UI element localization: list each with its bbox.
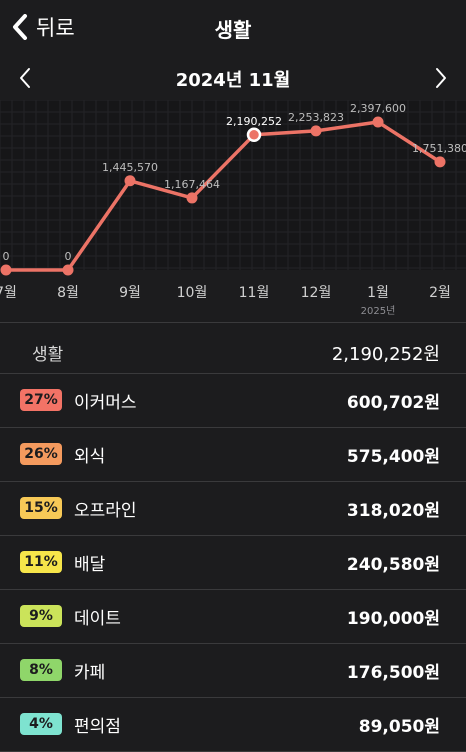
chart-divider: [0, 322, 466, 323]
percent-badge: 8%: [20, 659, 62, 681]
chevron-left-icon: [20, 68, 30, 88]
summary-label: 생활: [32, 345, 64, 365]
percent-badge: 15%: [20, 497, 62, 519]
data-point: [0, 264, 12, 276]
data-point: [372, 116, 384, 128]
category-amount: 176,500원: [346, 663, 440, 683]
category-row[interactable]: 27% 이커머스 600,702원: [0, 374, 466, 428]
summary-row: 생활 2,190,252원: [0, 326, 466, 374]
previous-month-button[interactable]: [14, 66, 38, 90]
chevron-left-icon: [13, 14, 27, 40]
x-tick-label: 2월: [429, 285, 451, 301]
x-tick-label: 10월: [177, 285, 208, 301]
category-amount: 600,702원: [346, 393, 440, 413]
data-point: [310, 125, 322, 137]
category-name: 데이트: [74, 609, 121, 629]
series-line: [6, 120, 441, 272]
spending-line-chart: 0 7월 0 8월 1,445,570 9월 1,167,464 10월 2,190,252 11…: [0, 100, 466, 320]
category-name: 오프라인: [74, 501, 137, 521]
data-label: 2,253,823: [288, 111, 344, 124]
back-button[interactable]: 뒤로: [12, 12, 75, 42]
year-note: 2025년: [361, 305, 396, 317]
category-row[interactable]: 8% 카페 176,500원: [0, 644, 466, 698]
percent-badge: 4%: [20, 713, 62, 735]
chart-canvas: 0 7월 0 8월 1,445,570 9월 1,167,464 10월 2,190,252 11…: [0, 100, 466, 320]
summary-total: 2,190,252원: [331, 344, 440, 365]
percent-badge: 11%: [20, 551, 62, 573]
data-label: 1,751,380: [412, 142, 466, 155]
category-name: 카페: [74, 663, 106, 683]
data-label: 2,190,252: [226, 115, 282, 128]
category-amount: 190,000원: [346, 609, 440, 629]
percent-badge: 27%: [20, 389, 62, 411]
data-point: [186, 192, 198, 204]
x-tick-label: 9월: [119, 285, 141, 301]
x-tick-label: 7월: [0, 285, 17, 301]
x-tick-label: 12월: [301, 285, 332, 301]
data-label: 1,445,570: [102, 161, 158, 174]
category-name: 편의점: [74, 717, 121, 737]
navigation-bar: 뒤로 생활: [0, 0, 466, 56]
data-point: [434, 156, 446, 168]
page-title: 생활: [214, 18, 252, 42]
current-month-label: 2024년 11월: [175, 70, 291, 91]
category-row[interactable]: 26% 외식 575,400원: [0, 428, 466, 482]
data-label: 0: [65, 250, 72, 263]
data-point-selected: [246, 127, 262, 143]
back-label: 뒤로: [36, 16, 75, 40]
category-amount: 240,580원: [346, 555, 440, 575]
category-name: 외식: [74, 447, 106, 467]
next-month-button[interactable]: [428, 66, 452, 90]
category-amount: 575,400원: [346, 447, 440, 467]
category-name: 배달: [74, 555, 106, 575]
percent-badge: 26%: [20, 443, 62, 465]
data-label: 0: [3, 250, 10, 263]
percent-badge: 9%: [20, 605, 62, 627]
axis-band: [0, 270, 466, 320]
category-row[interactable]: 15% 오프라인 318,020원: [0, 482, 466, 536]
data-label: 1,167,464: [164, 178, 220, 191]
category-row[interactable]: 4% 편의점 89,050원: [0, 698, 466, 752]
chevron-right-icon: [436, 68, 446, 88]
category-name: 이커머스: [74, 393, 137, 413]
category-amount: 318,020원: [346, 501, 440, 521]
month-selector: 2024년 11월: [0, 60, 466, 96]
x-tick-label: 8월: [57, 285, 79, 301]
data-point: [124, 175, 136, 187]
data-label: 2,397,600: [350, 102, 406, 115]
data-point: [62, 264, 74, 276]
category-amount: 89,050원: [358, 717, 440, 737]
category-row[interactable]: 11% 배달 240,580원: [0, 536, 466, 590]
category-row[interactable]: 9% 데이트 190,000원: [0, 590, 466, 644]
x-tick-label: 11월: [239, 285, 270, 301]
x-tick-label: 1월: [367, 285, 389, 301]
category-list: 생활 2,190,252원 27% 이커머스 600,702원 26% 외식 575,40…: [0, 326, 466, 752]
